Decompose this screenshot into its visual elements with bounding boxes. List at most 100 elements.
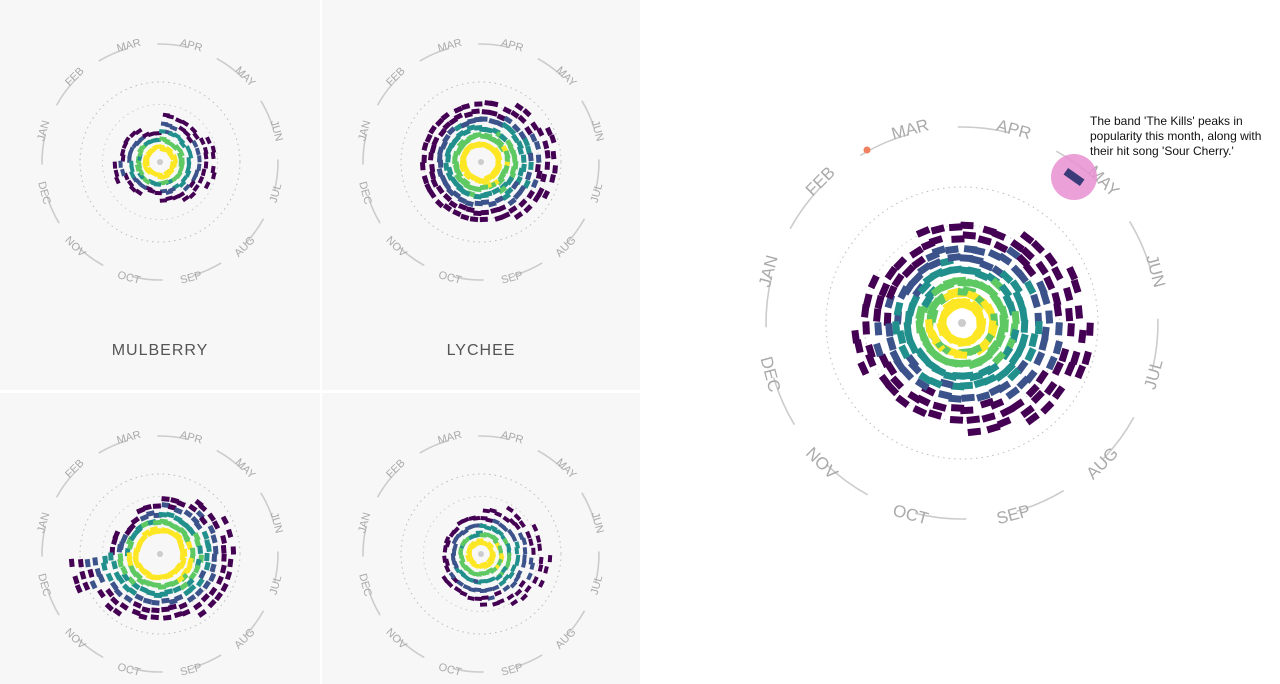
data-bar xyxy=(550,150,557,160)
data-bar xyxy=(1039,290,1051,306)
data-bar xyxy=(1035,260,1049,276)
data-bar xyxy=(97,588,106,599)
data-bar xyxy=(1045,355,1058,371)
data-bar xyxy=(527,152,534,162)
outer-ring-arc xyxy=(772,377,796,426)
chart-panel-3[interactable]: JAN FEB MAR APR MAY JUN JUL AUG SEP OCT NOV DEC xyxy=(0,393,320,684)
data-bar xyxy=(1074,364,1087,380)
data-bar xyxy=(466,576,475,583)
outer-ring-arc xyxy=(366,586,381,616)
outer-ring-arc xyxy=(789,186,822,230)
data-bar xyxy=(484,126,493,134)
data-bar xyxy=(927,258,943,270)
data-bar xyxy=(1051,385,1066,400)
data-bar xyxy=(442,545,448,553)
data-bar xyxy=(530,178,539,189)
data-bar xyxy=(915,319,924,334)
data-bar xyxy=(874,322,883,336)
data-bar xyxy=(503,115,513,125)
data-bar xyxy=(991,350,1006,366)
data-bar xyxy=(1006,246,1021,260)
data-bar xyxy=(976,391,991,402)
data-bar xyxy=(535,535,542,543)
data-bar xyxy=(892,321,901,335)
data-bar xyxy=(865,344,876,359)
data-bar xyxy=(162,614,172,621)
data-bar xyxy=(479,116,488,122)
data-bar xyxy=(545,126,553,137)
data-bar xyxy=(118,541,125,551)
data-bar xyxy=(176,499,186,508)
data-bar xyxy=(436,168,444,178)
data-bar xyxy=(120,565,129,576)
data-bar xyxy=(202,580,212,590)
data-bar xyxy=(210,151,216,160)
data-bar xyxy=(174,117,183,124)
data-bar xyxy=(192,601,203,611)
data-bar xyxy=(487,595,495,601)
data-bar xyxy=(960,221,974,230)
data-bar xyxy=(129,170,136,179)
data-bar xyxy=(211,553,218,562)
data-bar xyxy=(173,610,183,619)
data-bar xyxy=(1055,322,1063,336)
month-label-aug: AUG xyxy=(553,234,578,259)
data-bar xyxy=(1051,291,1062,307)
data-bar xyxy=(205,543,212,553)
data-bar xyxy=(537,564,544,572)
data-bar xyxy=(914,378,930,391)
data-bar xyxy=(544,161,551,170)
data-bar xyxy=(479,602,488,607)
data-bar xyxy=(518,198,528,208)
data-bar xyxy=(1063,286,1074,302)
data-bar xyxy=(1038,336,1049,351)
data-bar xyxy=(1019,307,1028,322)
data-bar xyxy=(496,113,506,122)
data-bar xyxy=(159,129,167,134)
data-bar xyxy=(142,503,152,511)
data-bar xyxy=(139,513,149,522)
data-bar xyxy=(492,600,500,607)
month-label-jul: JUL xyxy=(268,182,285,204)
data-bar xyxy=(445,171,454,181)
data-bar xyxy=(185,541,193,551)
outer-ring-arc xyxy=(478,435,510,441)
data-bar xyxy=(522,554,527,562)
inner-ring xyxy=(79,81,241,243)
data-bar xyxy=(208,586,218,597)
data-bar xyxy=(102,555,109,565)
data-bar xyxy=(948,223,963,232)
data-bar xyxy=(194,587,204,597)
data-bar xyxy=(1015,269,1029,284)
data-bar xyxy=(948,394,962,403)
outer-ring-arc xyxy=(1102,416,1135,460)
month-label-dec: DEC xyxy=(356,572,374,598)
data-bar xyxy=(501,192,512,201)
data-bar xyxy=(142,597,152,605)
data-bar xyxy=(220,582,229,593)
data-bar xyxy=(134,188,143,196)
data-bar xyxy=(440,111,450,121)
data-bar xyxy=(510,599,519,607)
data-bar xyxy=(427,189,437,199)
chart-panel-4[interactable]: JAN FEB MAR APR MAY JUN JUL AUG SEP OCT NOV DEC xyxy=(322,393,640,684)
outer-ring-arc xyxy=(859,133,908,157)
featured-chart-panel[interactable]: JAN FEB MAR APR MAY JUN JUL AUG SEP OCT NOV DEC The… xyxy=(642,0,1280,684)
data-bar xyxy=(521,560,527,568)
data-bar xyxy=(907,390,923,404)
data-bar xyxy=(122,583,132,593)
data-bar xyxy=(524,585,532,594)
data-bar xyxy=(991,229,1007,241)
data-bar xyxy=(467,595,476,601)
chart-panel-lychee[interactable]: JAN FEB MAR APR MAY JUN JUL AUG SEP OCT NOV DEC LYC… xyxy=(322,0,640,390)
month-label-apr: APR xyxy=(995,116,1034,143)
month-label-mar: MAR xyxy=(116,429,143,447)
data-bar xyxy=(161,496,170,502)
data-bar xyxy=(487,200,497,208)
data-bar xyxy=(522,137,531,147)
data-bar xyxy=(194,147,201,156)
data-bar xyxy=(861,303,870,318)
chart-panel-mulberry[interactable]: JAN FEB MAR APR MAY JUN JUL AUG SEP OCT NOV DEC MUL… xyxy=(0,0,320,390)
data-bar xyxy=(529,562,536,570)
outer-ring-arc xyxy=(45,586,60,616)
